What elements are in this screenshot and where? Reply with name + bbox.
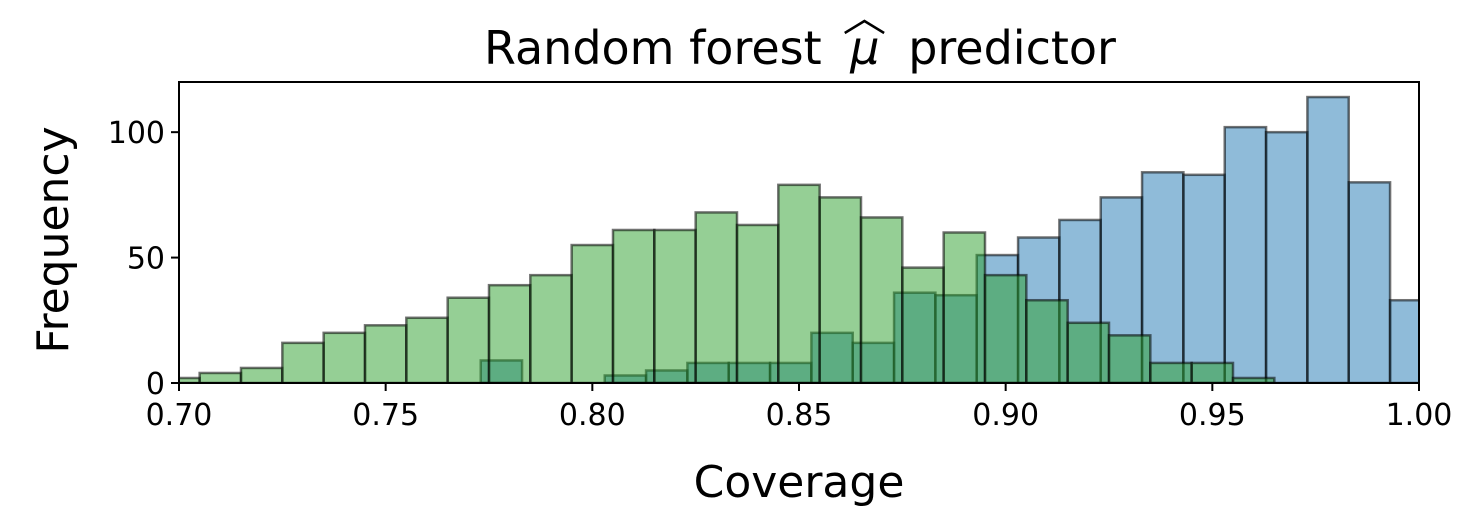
histogram-bar (1190, 361, 1235, 383)
histogram-bar (239, 366, 284, 383)
histogram-bar (446, 296, 491, 383)
histogram-bar (818, 196, 863, 383)
histogram-bar (1231, 376, 1276, 383)
histogram-bar (405, 316, 449, 383)
histogram-bar (281, 341, 325, 383)
histogram-bar (570, 243, 615, 383)
histogram-bar (1223, 125, 1268, 383)
histogram-bar (901, 266, 945, 383)
histogram-bar (735, 223, 780, 383)
histogram-bar (611, 228, 656, 383)
histogram-bar (1025, 298, 1069, 383)
chart-title-suffix: predictor (908, 21, 1116, 75)
histogram-bars (179, 95, 1419, 383)
histogram-bar (777, 183, 821, 383)
chart-title-symbol: μ (849, 21, 879, 75)
chart-title: Random forest μ predictor (484, 21, 1116, 75)
x-tick-label: 0.80 (559, 398, 626, 433)
x-axis-label: Coverage (694, 457, 905, 508)
x-tick-label: 0.85 (766, 398, 833, 433)
y-tick-label: 50 (127, 242, 165, 277)
histogram-bar (1306, 95, 1350, 383)
axis-ticks: 0.70 0.75 0.80 0.85 0.90 0.95 1.00 0 50 100 (108, 116, 1453, 433)
histogram-bar (942, 231, 987, 383)
histogram-bar (653, 228, 697, 383)
histogram-bar (198, 371, 243, 383)
y-tick-label: 100 (108, 116, 165, 151)
x-tick-label: 0.95 (1179, 398, 1246, 433)
histogram-bar (859, 216, 904, 383)
histogram-bar (694, 211, 739, 383)
histogram-bar (1149, 361, 1193, 383)
histogram-bar (322, 331, 367, 383)
y-axis-label: Frequency (28, 126, 79, 353)
histogram-bar (1347, 181, 1392, 383)
histogram-bar (1107, 334, 1152, 383)
histogram-bar (1388, 298, 1419, 383)
x-tick-label: 0.75 (352, 398, 419, 433)
title-hat-mark (844, 19, 885, 35)
histogram-bar (1066, 321, 1111, 383)
x-tick-label: 0.90 (972, 398, 1039, 433)
histogram-bar (1264, 130, 1309, 383)
y-tick-label: 0 (146, 367, 165, 402)
x-tick-label: 1.00 (1386, 398, 1453, 433)
x-tick-label: 0.70 (146, 398, 213, 433)
histogram-bar (363, 324, 408, 383)
histogram-bar (487, 283, 532, 383)
histogram-bar (1182, 173, 1226, 383)
chart-title-text: Random forest (484, 21, 822, 75)
histogram-bar (983, 273, 1028, 383)
histogram-bar (529, 273, 573, 383)
